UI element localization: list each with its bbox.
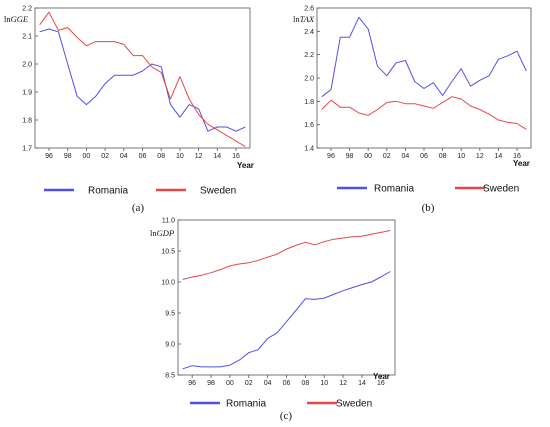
y-tick-label: 10.5 (161, 249, 175, 256)
x-tick-label: 16 (377, 380, 385, 387)
chart-panel-c: 8.5 9.0 9.5 10.0 10.5 11.0 96 98 00 02 04 06 08 10 12 1… (150, 218, 396, 422)
series-line-romania (182, 271, 391, 370)
legend-label-romania: Romania (88, 186, 128, 197)
x-tick-label: 96 (327, 153, 335, 160)
y-tick-label: 9.5 (165, 311, 175, 318)
x-tick-label: 12 (476, 153, 484, 160)
y-tick-label: 1.4 (304, 146, 314, 153)
x-tick-label: 96 (45, 153, 53, 160)
legend: Romania Sweden (337, 184, 519, 195)
x-tick-label: 00 (83, 153, 91, 160)
x-tick-label: 96 (188, 380, 196, 387)
series-line-romania (39, 28, 246, 132)
x-axis-label: Year (237, 161, 254, 170)
y-axis-label: lnTAX (293, 14, 315, 24)
y-tick-label: 1.7 (22, 146, 32, 153)
x-tick-label: 14 (495, 153, 503, 160)
x-tick-label: 04 (401, 153, 409, 160)
legend-label-sweden: Sweden (483, 184, 519, 195)
x-tick-label: 98 (207, 380, 215, 387)
x-tick-label: 98 (64, 153, 72, 160)
x-tick-label: 12 (339, 380, 347, 387)
legend-label-sweden: Sweden (200, 186, 236, 197)
x-tick-label: 08 (157, 153, 165, 160)
x-axis-label: Year (513, 159, 530, 168)
plot-frame (177, 219, 396, 376)
x-tick-label: 00 (226, 380, 234, 387)
x-axis-label: Year (373, 372, 390, 381)
series-line-sweden (39, 11, 246, 148)
y-tick-label: 1.8 (22, 118, 32, 125)
x-tick-label: 08 (439, 153, 447, 160)
x-tick-label: 00 (364, 153, 372, 160)
y-tick-label: 2.2 (22, 6, 32, 13)
x-tick-label: 16 (513, 153, 521, 160)
y-tick-label: 9.0 (165, 342, 175, 349)
x-tick-label: 98 (346, 153, 354, 160)
series-line-sweden (182, 230, 391, 280)
x-tick-label: 10 (176, 153, 184, 160)
panel-caption: (a) (132, 202, 145, 214)
y-tick-label: 1.6 (304, 122, 314, 129)
y-axis-label: lnGGE (4, 14, 29, 24)
y-tick-label: 2.4 (304, 29, 314, 36)
y-tick-label: 2.1 (22, 34, 32, 41)
plot-frame (316, 7, 532, 149)
x-tick-label: 06 (283, 380, 291, 387)
legend-label-romania: Romania (374, 184, 414, 195)
legend-label-sweden: Sweden (336, 399, 372, 410)
x-tick-label: 12 (195, 153, 203, 160)
x-tick-label: 02 (101, 153, 109, 160)
y-tick-label: 2.0 (22, 62, 32, 69)
panel-caption: (c) (280, 410, 293, 422)
x-tick-label: 14 (213, 153, 221, 160)
y-tick-label: 1.9 (22, 90, 32, 97)
x-tick-label: 14 (358, 380, 366, 387)
x-tick-label: 06 (420, 153, 428, 160)
y-axis-label: lnGDP (150, 228, 174, 238)
legend-label-romania: Romania (226, 399, 266, 410)
x-tick-label: 04 (264, 380, 272, 387)
y-tick-label: 11.0 (162, 218, 175, 225)
y-tick-label: 8.5 (165, 373, 175, 380)
x-tick-label: 06 (139, 153, 147, 160)
x-tick-label: 08 (301, 380, 309, 387)
x-tick-label: 02 (245, 380, 253, 387)
series-line-romania (321, 16, 527, 98)
x-tick-label: 10 (457, 153, 465, 160)
x-tick-label: 16 (232, 153, 240, 160)
y-tick-label: 2.2 (304, 52, 314, 59)
legend: Romania Sweden (190, 399, 372, 410)
panel-caption: (b) (422, 202, 435, 214)
x-tick-label: 10 (320, 380, 328, 387)
y-tick-label: 2.0 (304, 76, 314, 83)
y-tick-label: 2.6 (304, 6, 314, 13)
legend: Romania Sweden (44, 186, 236, 197)
series-line-sweden (321, 96, 527, 130)
y-tick-label: 1.8 (304, 99, 314, 106)
y-tick-label: 10.0 (161, 280, 175, 287)
chart-panel-a: 1.7 1.8 1.9 2.0 2.1 2.2 96 98 00 02 04 06 08 10 12 14 16… (4, 6, 254, 215)
chart-panel-b: 1.4 1.6 1.8 2.0 2.2 2.4 2.6 96 98 00 02 04 06 08 10 12 1… (293, 6, 532, 214)
x-tick-label: 02 (383, 153, 391, 160)
x-tick-label: 04 (120, 153, 128, 160)
